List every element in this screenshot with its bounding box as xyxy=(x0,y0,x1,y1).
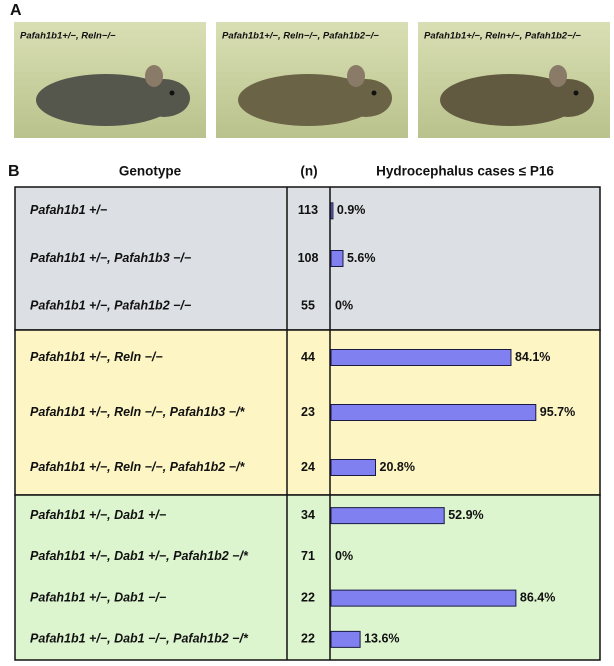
n-count: 22 xyxy=(301,632,315,646)
bar xyxy=(330,459,377,476)
mouse-eye xyxy=(169,90,175,96)
value-label: 0% xyxy=(335,549,353,563)
n-count: 55 xyxy=(301,298,315,312)
column-header: Hydrocephalus cases ≤ P16 xyxy=(376,164,554,179)
genotype: Pafah1b1 +/−, Pafah1b3 −/− xyxy=(30,251,192,265)
genotype: Pafah1b1 +/−, Pafah1b2 −/− xyxy=(30,298,192,312)
mouse-body xyxy=(238,74,378,126)
genotype: Pafah1b1 +/−, Dab1 +/−, Pafah1b2 −/* xyxy=(30,549,249,563)
value-label: 20.8% xyxy=(380,460,415,474)
group-box xyxy=(14,494,601,661)
genotype: Pafah1b1 +/−, Reln −/− xyxy=(30,350,163,364)
panel-label: A xyxy=(10,2,22,19)
bar xyxy=(330,630,361,648)
genotype: Pafah1b1 +/−, Reln −/−, Pafah1b3 −/* xyxy=(30,405,245,419)
photo-caption: Pafah1b1+/−, Reln+/−, Pafah1b2−/− xyxy=(424,31,581,42)
n-count: 113 xyxy=(298,203,318,217)
value-label: 52.9% xyxy=(448,508,483,522)
mouse-ear xyxy=(549,65,567,87)
value-label: 84.1% xyxy=(515,350,550,364)
genotype: Pafah1b1 +/− xyxy=(30,203,108,217)
n-count: 34 xyxy=(301,508,315,522)
value-label: 13.6% xyxy=(364,632,399,646)
mouse-ear xyxy=(145,65,163,87)
n-count: 24 xyxy=(301,460,315,474)
mouse-ear xyxy=(347,65,365,87)
photo-caption: Pafah1b1+/−, Reln−/−, Pafah1b2−/− xyxy=(222,31,379,42)
genotype: Pafah1b1 +/−, Reln −/−, Pafah1b2 −/* xyxy=(30,460,245,474)
group-box xyxy=(14,186,601,331)
mouse-eye xyxy=(573,90,579,96)
n-count: 44 xyxy=(301,350,315,364)
value-label: 5.6% xyxy=(347,251,376,265)
bar xyxy=(330,507,445,525)
n-count: 71 xyxy=(301,549,315,563)
genotype: Pafah1b1 +/−, Dab1 −/−, Pafah1b2 −/* xyxy=(30,632,249,646)
panel-label: B xyxy=(8,163,20,180)
mouse-head xyxy=(340,79,392,117)
genotype: Pafah1b1 +/−, Dab1 +/− xyxy=(30,508,167,522)
bar xyxy=(330,250,344,267)
n-count: 23 xyxy=(301,405,315,419)
n-count: 22 xyxy=(301,590,315,604)
mouse-head xyxy=(542,79,594,117)
genotype: Pafah1b1 +/−, Dab1 −/− xyxy=(30,590,167,604)
photo-caption: Pafah1b1+/−, Reln−/− xyxy=(20,31,116,42)
bar xyxy=(330,349,512,366)
bar xyxy=(330,589,517,607)
column-header: Genotype xyxy=(119,164,182,179)
mouse-body xyxy=(440,74,580,126)
bar xyxy=(330,404,537,421)
value-label: 86.4% xyxy=(520,590,555,604)
value-label: 0% xyxy=(335,298,353,312)
mouse-body xyxy=(36,74,176,126)
value-label: 0.9% xyxy=(337,203,366,217)
bar xyxy=(330,202,334,220)
value-label: 95.7% xyxy=(540,405,575,419)
mouse-head xyxy=(138,79,190,117)
n-count: 108 xyxy=(298,251,319,265)
mouse-eye xyxy=(371,90,377,96)
column-header: (n) xyxy=(300,164,317,179)
